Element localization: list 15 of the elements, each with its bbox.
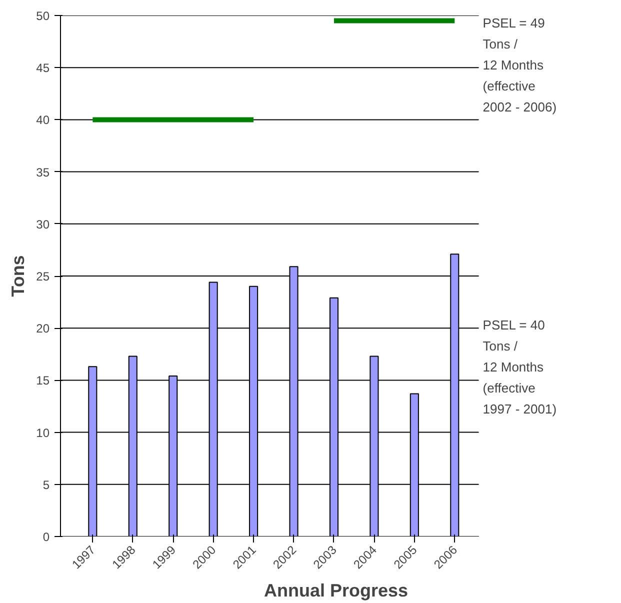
y-tick-label: 30 [36, 217, 50, 232]
y-tick-label: 10 [36, 426, 50, 440]
y-tick-label: 20 [36, 322, 50, 336]
y-tick-label: 50 [36, 9, 50, 23]
y-tick-label: 35 [36, 165, 50, 180]
y-tick-label: 40 [36, 113, 50, 128]
y-tick-label: 0 [42, 530, 50, 544]
text: PSEL = 40 Tons / 12 Months (effective 1997 - 2001) [482, 318, 557, 417]
y-tick-label: 45 [36, 61, 50, 76]
y-tick-label: 5 [42, 478, 50, 492]
text: PSEL = 49 Tons / 12 Months (effective 2002 - 2006) [482, 16, 557, 114]
y-tick-label: 25 [36, 270, 50, 284]
y-axis-title: Tons [8, 255, 28, 297]
x-axis-title: Annual Progress [264, 580, 408, 601]
y-tick-label: 15 [36, 374, 50, 388]
